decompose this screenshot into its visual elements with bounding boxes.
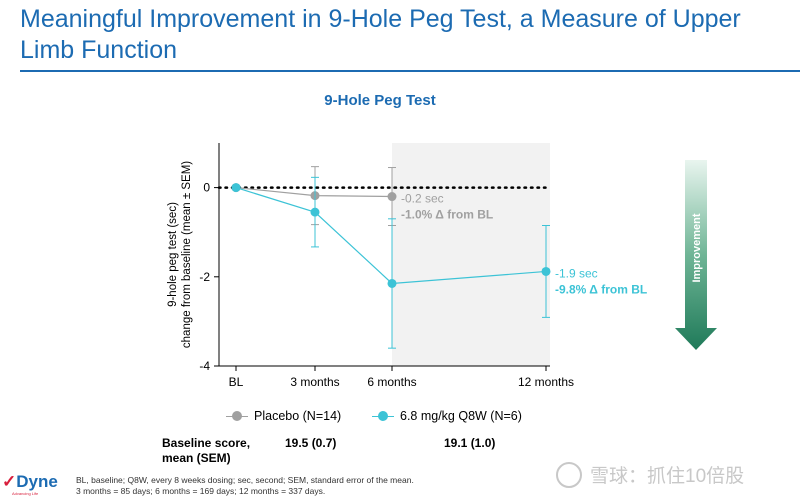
end-label-change: -1.0% Δ from BL xyxy=(401,208,493,222)
y-tick-label: -4 xyxy=(199,359,210,373)
shaded-region xyxy=(392,143,550,366)
end-label-change: -9.8% Δ from BL xyxy=(555,282,647,296)
data-point xyxy=(231,183,241,193)
chart-title: 9-Hole Peg Test xyxy=(324,92,436,109)
y-tick-label: -2 xyxy=(199,270,210,284)
legend-label-placebo: Placebo (N=14) xyxy=(254,409,342,423)
snowball-icon xyxy=(556,461,582,488)
legend-item-placebo: Placebo (N=14) xyxy=(226,409,341,423)
y-axis-label-line1: 9-hole peg test (sec) xyxy=(167,202,179,307)
legend-item-treated: 6.8 mg/kg Q8W (N=6) xyxy=(372,409,522,423)
baseline-label: Baseline score, mean (SEM) xyxy=(162,436,251,465)
dyne-logo: ✓Dyne Advancing Life xyxy=(2,472,58,496)
y-axis-label-line2: change from baseline (mean ± SEM) xyxy=(181,161,193,348)
end-label-value: -0.2 sec xyxy=(401,192,444,206)
data-point xyxy=(541,266,551,276)
logo-mark-icon: ✓ xyxy=(2,472,17,491)
baseline-treated-value: 19.1 (1.0) xyxy=(444,436,496,450)
footnote: BL, baseline; Q8W, every 8 weeks dosing;… xyxy=(76,475,414,496)
watermark: 雪球：抓住10倍股 xyxy=(556,461,744,488)
data-point xyxy=(387,192,397,202)
end-label-value: -1.9 sec xyxy=(555,266,598,280)
baseline-placebo-value: 19.5 (0.7) xyxy=(285,436,337,450)
x-tick-label: BL xyxy=(229,375,244,389)
x-tick-label: 6 months xyxy=(367,375,416,389)
y-tick-label: 0 xyxy=(203,181,210,195)
improvement-label: Improvement xyxy=(691,213,703,282)
improvement-arrow-icon: Improvement xyxy=(675,160,717,350)
x-tick-label: 3 months xyxy=(290,375,339,389)
slide-title: Meaningful Improvement in 9-Hole Peg Tes… xyxy=(20,5,741,64)
x-tick-label: 12 months xyxy=(518,375,574,389)
legend-label-treated: 6.8 mg/kg Q8W (N=6) xyxy=(400,409,522,423)
series-line-1 xyxy=(235,187,547,285)
data-point xyxy=(387,278,397,288)
title-divider xyxy=(20,70,800,72)
data-point xyxy=(310,207,320,217)
